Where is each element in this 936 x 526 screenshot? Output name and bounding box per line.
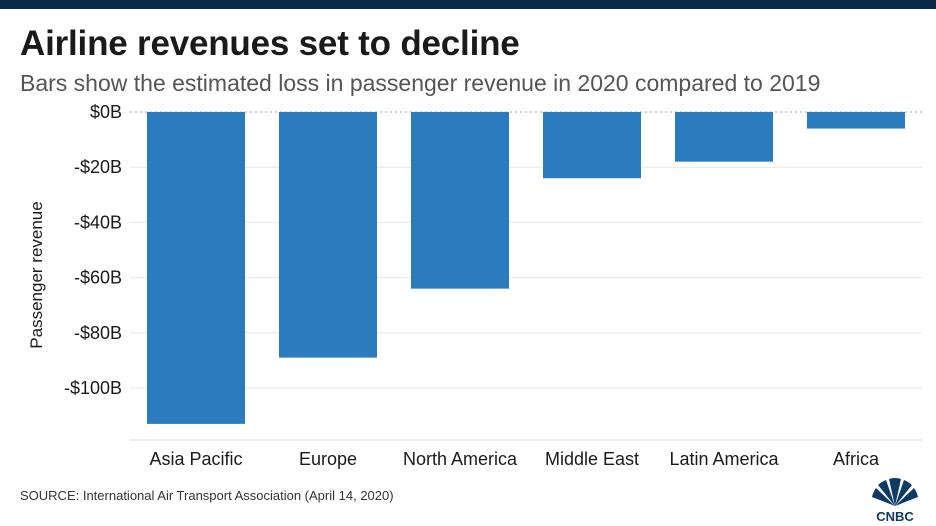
bar-asia-pacific [147, 112, 245, 424]
x-category-label: Europe [299, 449, 357, 469]
bar-middle-east [543, 112, 641, 179]
x-category-label: Africa [833, 449, 880, 469]
x-category-label: Asia Pacific [149, 449, 242, 469]
y-tick-label: -$40B [74, 212, 122, 232]
bar-north-america [411, 112, 509, 289]
bar-africa [807, 112, 905, 129]
cnbc-peacock-logo: CNBC [872, 478, 918, 524]
bar-latin-america [675, 112, 773, 162]
y-tick-label: -$20B [74, 157, 122, 177]
bar-europe [279, 112, 377, 358]
cnbc-logo-text: CNBC [876, 509, 914, 524]
chart-title: Airline revenues set to decline [20, 24, 520, 63]
chart-subtitle: Bars show the estimated loss in passenge… [20, 70, 821, 96]
x-category-label: Middle East [545, 449, 639, 469]
x-category-label: Latin America [669, 449, 779, 469]
y-tick-label: -$100B [64, 378, 122, 398]
x-category-label: North America [403, 449, 518, 469]
y-tick-label: $0B [90, 102, 122, 122]
y-axis-title: Passenger revenue [27, 201, 46, 348]
top-accent-bar [0, 0, 936, 9]
y-tick-label: -$60B [74, 268, 122, 288]
y-tick-label: -$80B [74, 323, 122, 343]
source-note: SOURCE: International Air Transport Asso… [20, 488, 394, 503]
